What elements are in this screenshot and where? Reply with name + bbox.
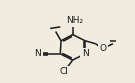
Text: O: O [99,44,106,53]
Text: N: N [82,49,88,58]
Text: NH₂: NH₂ [66,16,83,25]
Text: N: N [34,49,41,58]
Text: Cl: Cl [60,67,69,76]
